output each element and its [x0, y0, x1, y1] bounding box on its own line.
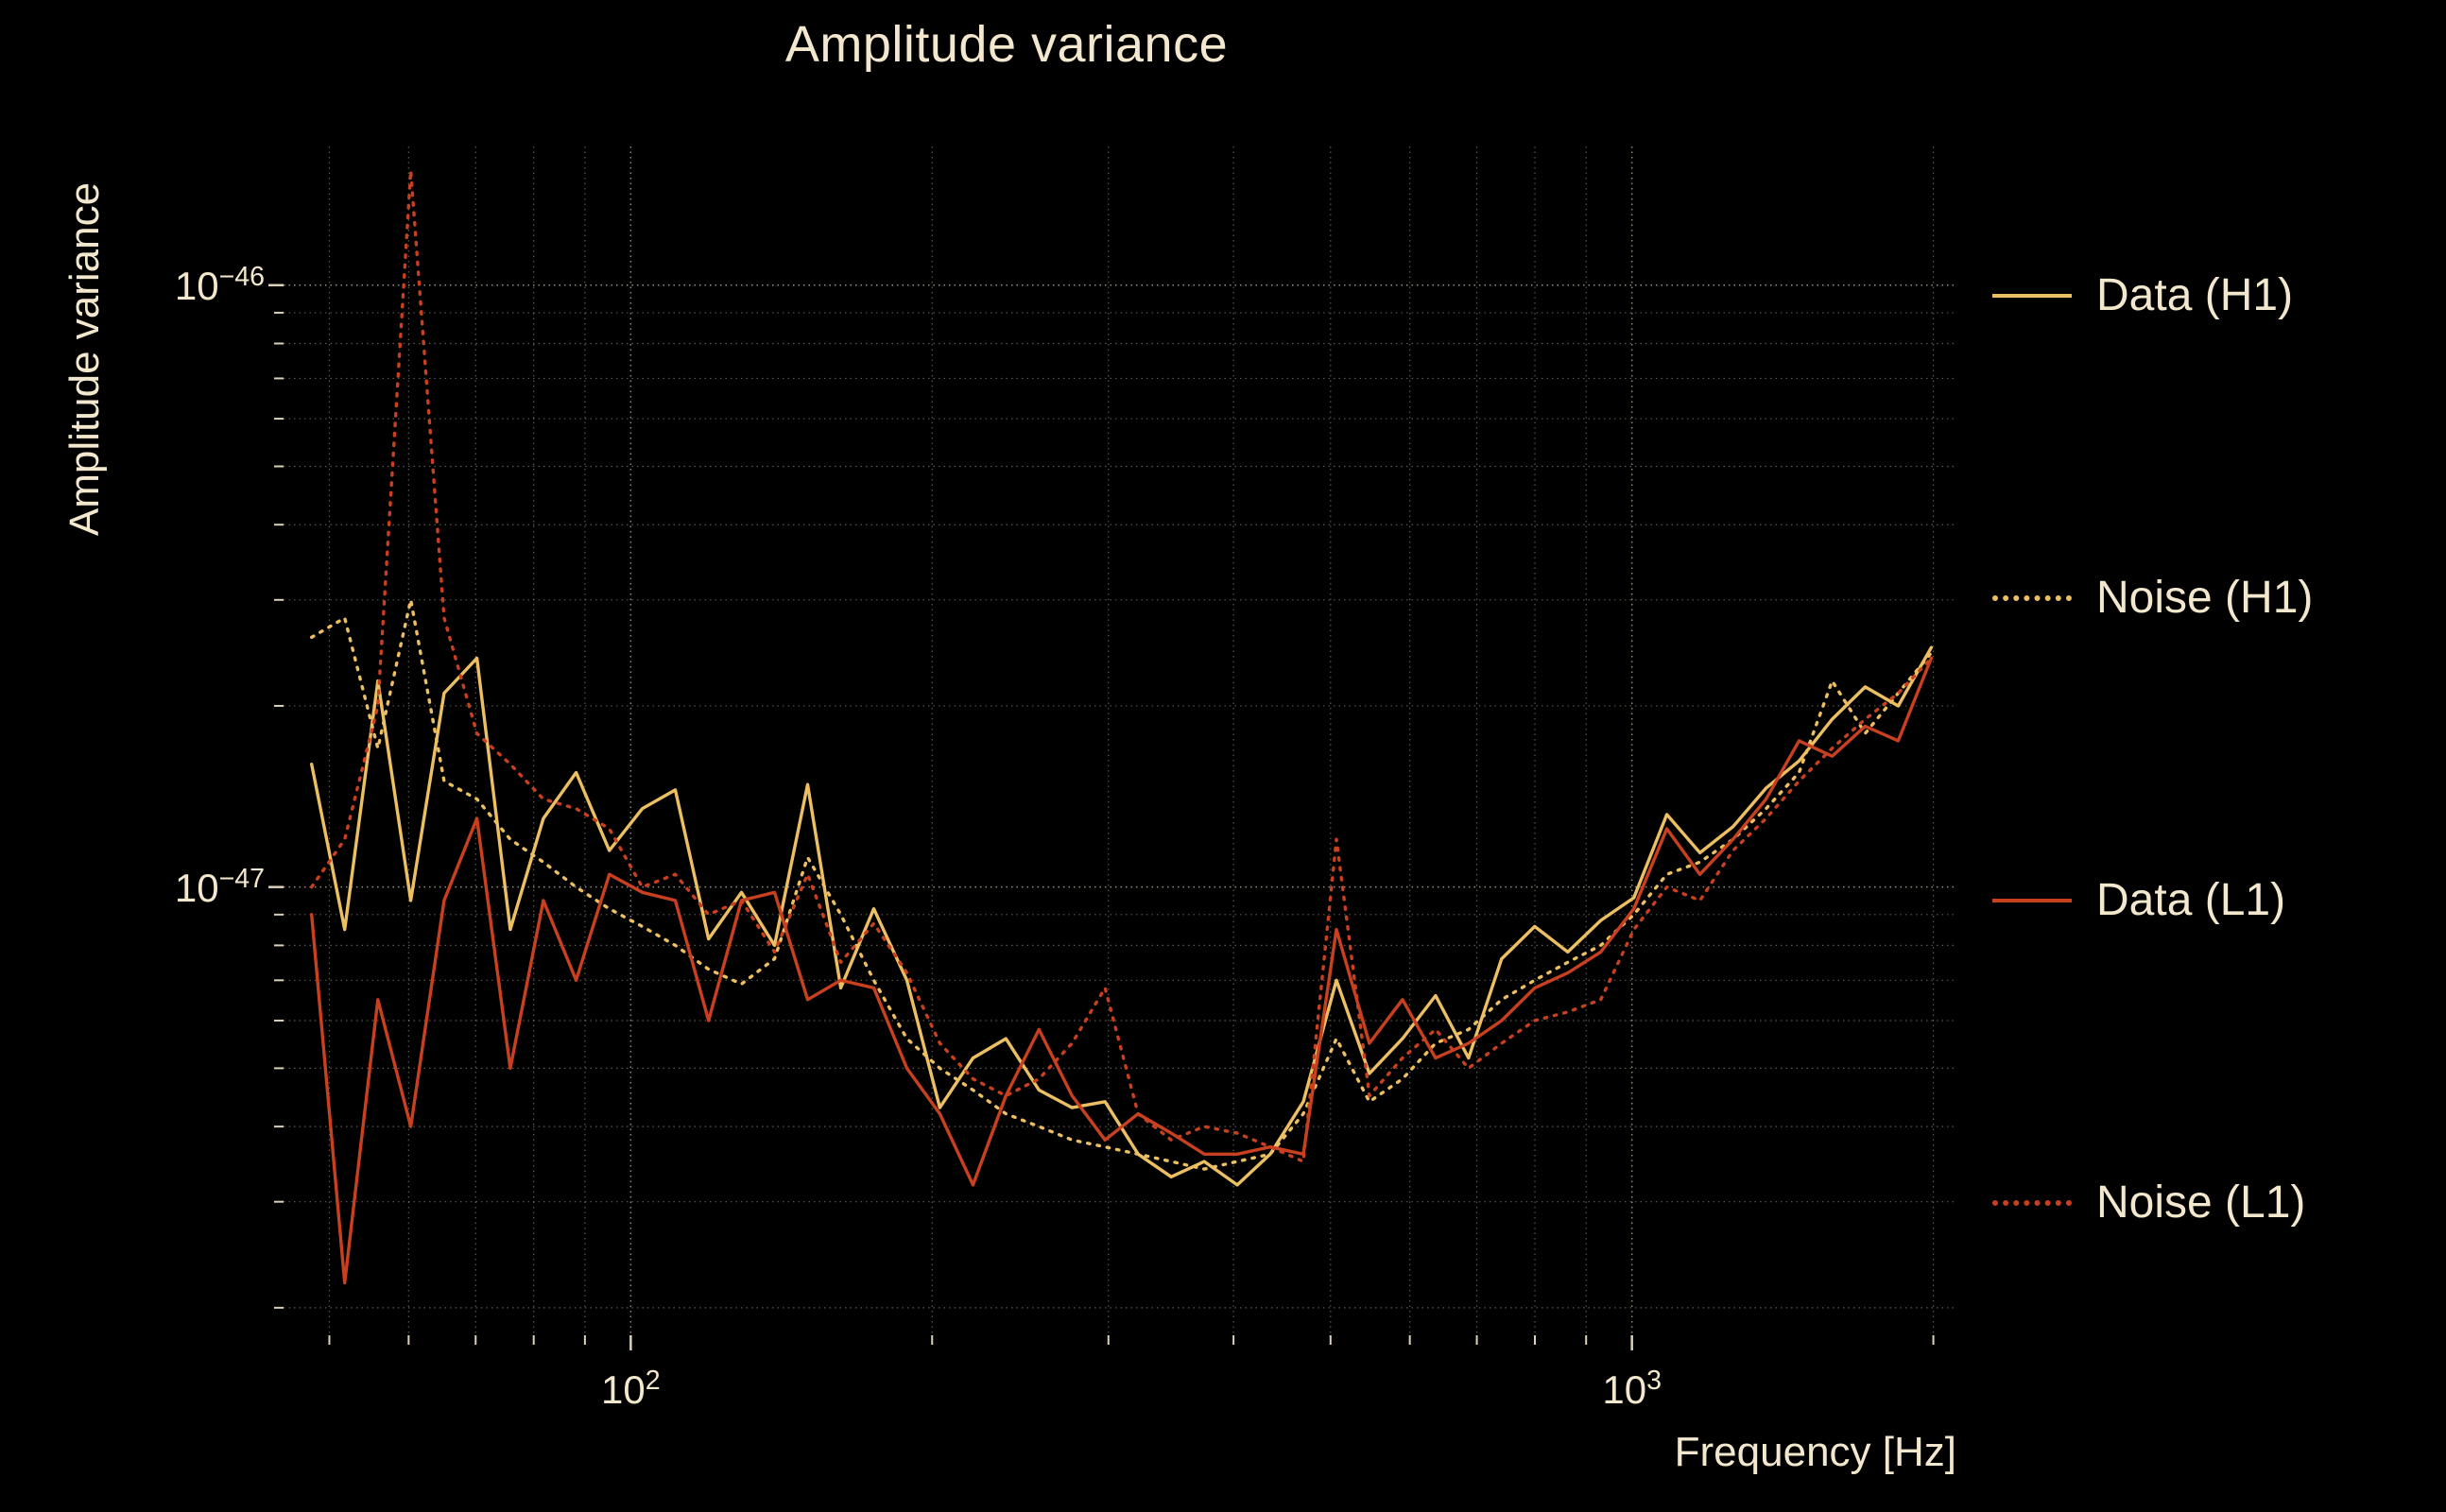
series-line-data-h1: [310, 645, 1934, 1187]
chart-title: Amplitude variance: [784, 16, 1229, 73]
series-line-noise-h1: [310, 598, 1934, 1171]
legend-item-data-h1: Data (H1): [1992, 269, 2293, 321]
legend-item-noise-h1: Noise (H1): [1992, 572, 2313, 624]
legend-item-noise-l1: Noise (L1): [1992, 1177, 2305, 1228]
legend-label-data-l1: Data (L1): [2096, 875, 2286, 925]
series-line-noise-l1: [310, 168, 1934, 1163]
legend-label-noise-h1: Noise (H1): [2096, 573, 2314, 623]
legend-label-noise-l1: Noise (L1): [2096, 1177, 2306, 1228]
legend-line-sample-data-h1: [1992, 293, 2072, 298]
x-tick-label: 103: [1602, 1366, 1662, 1412]
legend-item-data-l1: Data (L1): [1992, 874, 2285, 926]
legend-line-sample-noise-h1: [1992, 594, 2072, 601]
y-axis-label: Amplitude variance: [61, 181, 108, 537]
legend: Data (H1) Noise (H1) Data (L1) Noise (L1…: [1992, 0, 2446, 1512]
y-tick-label: 10−46: [174, 261, 265, 308]
x-tick-label: 102: [601, 1366, 661, 1412]
y-tick-label: 10−47: [174, 863, 265, 910]
x-axis-label: Frequency [Hz]: [1674, 1429, 1956, 1475]
legend-line-sample-data-l1: [1992, 898, 2072, 902]
legend-label-data-h1: Data (H1): [2096, 270, 2294, 320]
legend-line-sample-noise-l1: [1992, 1199, 2072, 1206]
series-line-data-l1: [310, 656, 1934, 1285]
